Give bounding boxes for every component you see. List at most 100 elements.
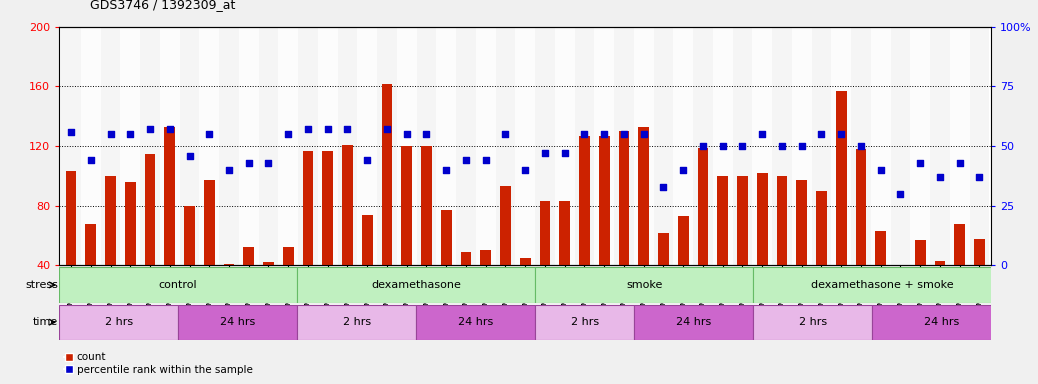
Point xyxy=(221,167,238,173)
Bar xyxy=(930,27,950,265)
Bar xyxy=(812,27,831,265)
Point xyxy=(596,131,612,137)
Bar xyxy=(421,146,432,265)
Bar xyxy=(144,154,156,265)
Bar xyxy=(969,27,989,265)
Bar xyxy=(950,27,969,265)
Bar xyxy=(520,258,530,265)
Text: 2 hrs: 2 hrs xyxy=(798,317,827,327)
Bar xyxy=(555,27,575,265)
Bar xyxy=(125,182,136,265)
Point xyxy=(616,131,632,137)
Bar xyxy=(436,27,456,265)
Bar xyxy=(397,27,416,265)
Bar xyxy=(278,27,298,265)
Bar xyxy=(461,252,471,265)
Text: dexamethasone: dexamethasone xyxy=(372,280,461,290)
Text: time: time xyxy=(33,317,58,327)
Text: stress: stress xyxy=(25,280,58,290)
Text: smoke: smoke xyxy=(626,280,662,290)
Point xyxy=(477,157,494,164)
Bar xyxy=(105,176,116,265)
Bar xyxy=(674,27,693,265)
Text: 24 hrs: 24 hrs xyxy=(220,317,255,327)
Bar xyxy=(737,176,748,265)
Bar xyxy=(282,247,294,265)
Bar xyxy=(323,151,333,265)
Text: 2 hrs: 2 hrs xyxy=(105,317,133,327)
Bar xyxy=(495,27,515,265)
Point xyxy=(793,143,810,149)
Bar xyxy=(536,305,634,340)
Point xyxy=(102,131,118,137)
Bar xyxy=(441,210,452,265)
Bar xyxy=(634,305,754,340)
Point xyxy=(892,191,908,197)
Bar xyxy=(180,27,199,265)
Bar xyxy=(698,147,708,265)
Bar xyxy=(693,27,713,265)
Point xyxy=(438,167,455,173)
Text: 2 hrs: 2 hrs xyxy=(343,317,371,327)
Point xyxy=(162,126,179,132)
Bar xyxy=(851,27,871,265)
Bar xyxy=(536,267,754,303)
Bar xyxy=(297,267,536,303)
Bar xyxy=(402,146,412,265)
Bar xyxy=(855,149,867,265)
Point xyxy=(576,131,593,137)
Bar xyxy=(816,191,827,265)
Bar xyxy=(481,250,491,265)
Bar xyxy=(59,305,179,340)
Text: 24 hrs: 24 hrs xyxy=(458,317,493,327)
Point xyxy=(852,143,869,149)
Point xyxy=(754,131,770,137)
Bar xyxy=(377,27,397,265)
Bar xyxy=(599,136,609,265)
Text: 24 hrs: 24 hrs xyxy=(924,317,959,327)
Bar xyxy=(540,201,550,265)
Point xyxy=(121,131,138,137)
Bar xyxy=(184,206,195,265)
Bar xyxy=(81,27,101,265)
Point xyxy=(832,131,849,137)
Bar xyxy=(416,27,436,265)
Bar xyxy=(792,27,812,265)
Point xyxy=(241,160,257,166)
Bar xyxy=(891,27,910,265)
Bar xyxy=(914,240,926,265)
Bar xyxy=(140,27,160,265)
Bar xyxy=(297,305,416,340)
Bar xyxy=(120,27,140,265)
Bar xyxy=(500,186,511,265)
Bar xyxy=(559,201,570,265)
Point xyxy=(972,174,988,180)
Point xyxy=(497,131,514,137)
Point xyxy=(300,126,317,132)
Text: 2 hrs: 2 hrs xyxy=(571,317,599,327)
Bar xyxy=(954,223,965,265)
Bar xyxy=(575,27,595,265)
Bar xyxy=(658,233,668,265)
Point xyxy=(339,126,356,132)
Bar xyxy=(243,247,254,265)
Legend: count, percentile rank within the sample: count, percentile rank within the sample xyxy=(64,353,252,375)
Point xyxy=(359,157,376,164)
Point xyxy=(537,150,553,156)
Point xyxy=(714,143,731,149)
Bar xyxy=(772,27,792,265)
Point xyxy=(813,131,829,137)
Bar xyxy=(634,27,654,265)
Bar xyxy=(101,27,120,265)
Bar xyxy=(515,27,536,265)
Bar xyxy=(203,180,215,265)
Bar xyxy=(614,27,634,265)
Point xyxy=(872,167,889,173)
Text: control: control xyxy=(159,280,197,290)
Point xyxy=(517,167,534,173)
Point xyxy=(458,157,474,164)
Bar xyxy=(579,136,590,265)
Point xyxy=(932,174,949,180)
Bar xyxy=(65,171,77,265)
Bar xyxy=(59,267,297,303)
